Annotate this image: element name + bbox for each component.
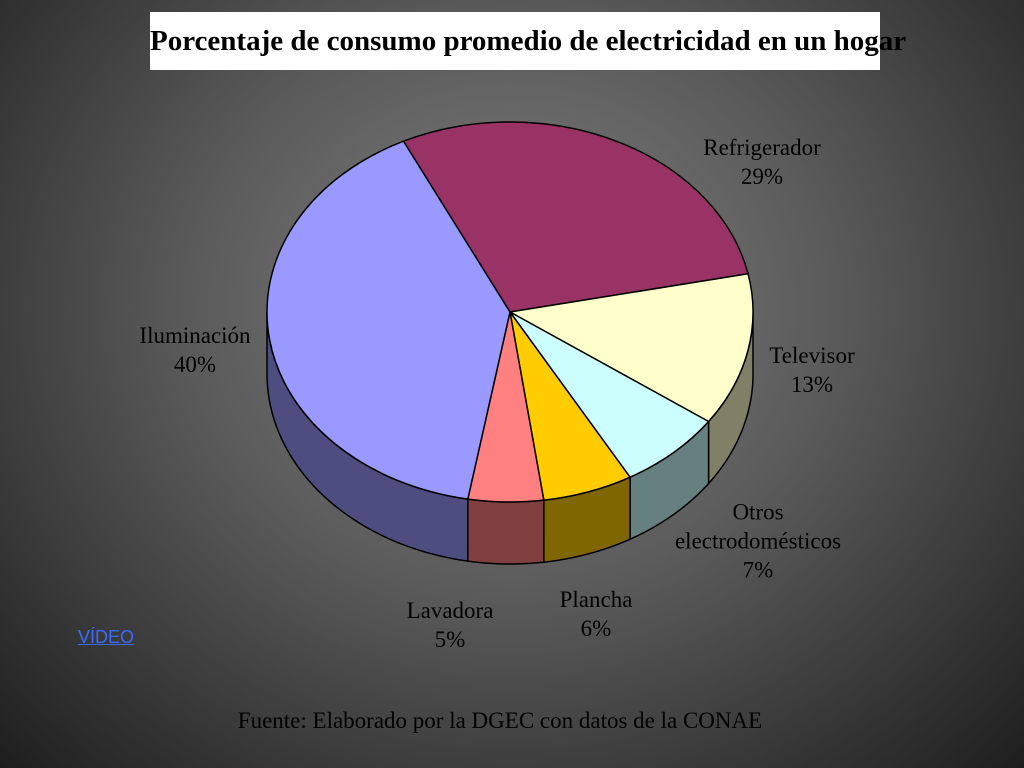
slice (507, 272, 754, 423)
source-note: Fuente: Elaborado por la DGEC con datos … (237, 708, 763, 733)
value-label: 13% (790, 372, 834, 397)
slice (509, 311, 710, 479)
slice (402, 121, 749, 313)
slice-label: Otros electrodomésticos 7% (663, 498, 853, 585)
slice-label: Plancha 6% (496, 585, 696, 643)
category-label: Plancha (559, 587, 633, 612)
slice-label: Lavadora 5% (350, 596, 550, 654)
category-label: Iluminación (139, 323, 251, 348)
slice (266, 140, 511, 500)
slice-label: Televisor 13% (712, 341, 912, 399)
category-label: Otros electrodomésticos (674, 499, 842, 554)
slice-label: Refrigerador 29% (662, 133, 862, 191)
category-label: Lavadora (406, 598, 494, 623)
category-label: Refrigerador (703, 135, 821, 160)
value-label: 29% (740, 164, 784, 189)
chart-title: Porcentaje de consumo promedio de electr… (150, 12, 906, 70)
category-label: Televisor (769, 343, 855, 368)
value-label: 40% (173, 352, 217, 377)
value-label: 7% (742, 557, 774, 583)
value-label: 5% (434, 627, 466, 652)
slice-side (467, 498, 545, 565)
video-link[interactable]: VÍDEO (78, 627, 135, 647)
value-label: 6% (580, 616, 612, 641)
slice-label: Iluminación 40% (95, 321, 295, 379)
